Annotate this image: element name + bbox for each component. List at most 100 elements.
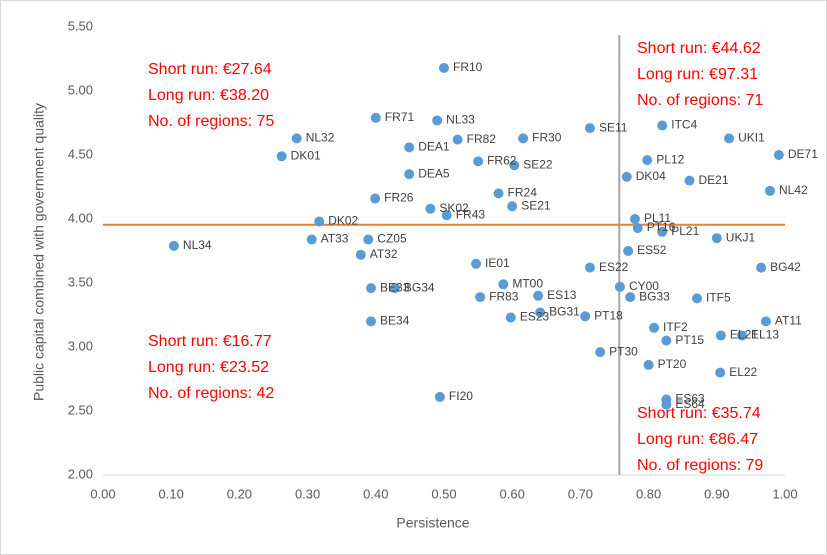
point <box>661 399 672 410</box>
point <box>473 156 484 167</box>
point <box>434 391 445 402</box>
y-tick-label: 3.00 <box>68 338 93 353</box>
point <box>404 169 415 180</box>
y-tick-label: 4.50 <box>68 146 93 161</box>
point-label: NL32 <box>306 131 335 145</box>
annotation: Long run: €38.20 <box>148 87 269 104</box>
point <box>584 262 595 273</box>
point-label: MT00 <box>512 276 543 290</box>
point-label: UKJ1 <box>726 230 756 244</box>
point-label: IE01 <box>485 256 510 270</box>
point <box>737 330 748 341</box>
x-tick-label: 0.70 <box>568 486 593 501</box>
point <box>657 120 668 131</box>
annotation: Long run: €86.47 <box>637 431 758 448</box>
point-label: DK01 <box>291 148 321 162</box>
point-label: BG31 <box>549 305 580 319</box>
y-tick-label: 2.50 <box>68 402 93 417</box>
point-label: PT20 <box>658 357 687 371</box>
point-label: SK02 <box>439 201 469 215</box>
x-tick-label: 1.00 <box>772 486 797 501</box>
annotation: Long run: €23.52 <box>148 359 269 376</box>
point-label: ES23 <box>520 310 550 324</box>
annotation: No. of regions: 79 <box>637 457 763 474</box>
point <box>724 133 735 144</box>
point-label: ITC4 <box>671 118 697 132</box>
point-label: AT33 <box>321 232 349 246</box>
point-label: ES63 <box>675 392 705 406</box>
x-tick-label: 0.10 <box>159 486 184 501</box>
point-label: DEA5 <box>418 166 450 180</box>
point-label: BG42 <box>770 260 801 274</box>
point-label: DK04 <box>636 169 666 183</box>
point-label: SE11 <box>599 120 628 134</box>
point <box>623 246 634 256</box>
point <box>756 262 767 273</box>
point <box>764 185 775 196</box>
point <box>363 234 374 245</box>
point-label: ES22 <box>599 260 629 274</box>
point <box>657 226 668 237</box>
point <box>621 171 632 182</box>
point-label: DE21 <box>699 173 729 187</box>
point <box>507 201 518 212</box>
point <box>432 115 443 126</box>
point-label: PT18 <box>594 308 623 322</box>
x-tick-label: 0.90 <box>704 486 729 501</box>
y-tick-label: 3.50 <box>68 274 93 289</box>
point-label: PL12 <box>656 152 684 166</box>
y-tick-label: 4.00 <box>68 210 93 225</box>
point-label: FR83 <box>489 289 519 303</box>
point-label: FI20 <box>449 389 473 403</box>
point-label: DK02 <box>328 214 358 228</box>
point <box>760 316 771 327</box>
point <box>389 283 400 294</box>
point-label: FR24 <box>508 186 538 200</box>
point <box>509 160 520 171</box>
y-axis-title: Public capital combined with government … <box>31 103 47 401</box>
point <box>452 134 463 145</box>
point <box>498 279 509 290</box>
point-label: ES52 <box>637 243 667 257</box>
point-label: EL21 <box>730 328 758 342</box>
annotation: Short run: €44.62 <box>637 40 761 57</box>
point-label: CY00 <box>629 279 659 293</box>
point <box>649 322 660 333</box>
point <box>632 222 643 233</box>
y-tick-label: 5.00 <box>68 82 93 97</box>
x-tick-label: 0.20 <box>227 486 252 501</box>
point-label: FR26 <box>384 191 414 205</box>
point <box>168 240 179 251</box>
point-label: FR43 <box>456 207 486 221</box>
point <box>425 203 436 214</box>
y-tick-label: 2.00 <box>68 466 93 481</box>
point <box>661 335 672 346</box>
x-tick-label: 0.80 <box>636 486 661 501</box>
point <box>370 193 381 204</box>
point-label: PL21 <box>671 224 699 238</box>
point-label: PL11 <box>644 211 671 225</box>
x-tick-label: 0.60 <box>500 486 525 501</box>
point <box>580 311 591 322</box>
point-label: DE71 <box>788 147 818 161</box>
point <box>684 175 695 186</box>
point-label: NL34 <box>183 238 212 252</box>
point <box>471 258 482 269</box>
x-tick-label: 0.50 <box>431 486 456 501</box>
point-label: UKI1 <box>738 131 765 145</box>
point-label: NL42 <box>779 183 808 197</box>
point <box>595 347 606 358</box>
point-label: CZ05 <box>377 232 407 246</box>
point <box>505 312 516 323</box>
point-label: FR10 <box>453 60 483 74</box>
point <box>439 62 449 73</box>
annotation: Short run: €16.77 <box>148 333 272 350</box>
y-tick-label: 5.50 <box>68 18 93 33</box>
point-label: EL22 <box>729 365 757 379</box>
point <box>291 133 302 144</box>
point <box>441 210 452 221</box>
point <box>629 214 640 224</box>
annotation: Long run: €97.31 <box>637 66 758 83</box>
annotation: No. of regions: 71 <box>637 92 763 109</box>
